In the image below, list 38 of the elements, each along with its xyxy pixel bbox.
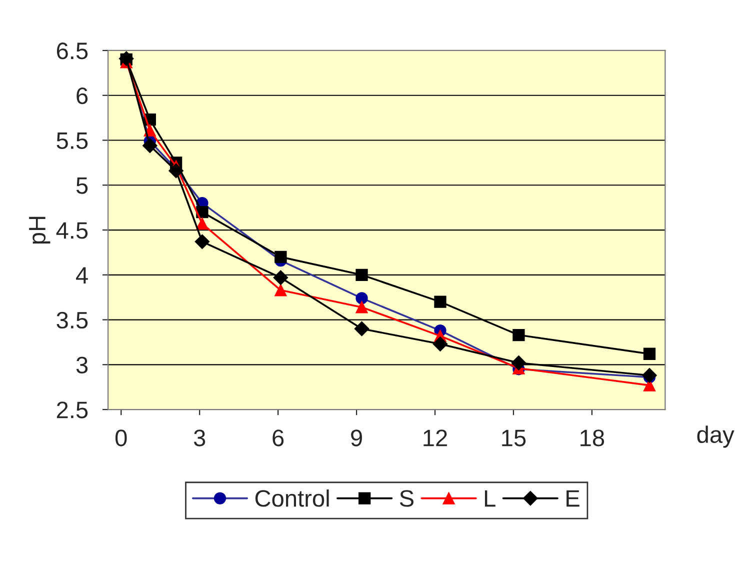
point	[643, 348, 656, 360]
y-tick-label: 4	[76, 267, 88, 284]
point	[642, 368, 657, 383]
x-axis-title: day	[697, 426, 734, 448]
y-tick-label: 5	[76, 177, 88, 194]
legend-label: E	[566, 490, 580, 507]
point	[511, 355, 526, 370]
x-tick-label: 9	[351, 430, 362, 446]
y-tick-label: 3	[76, 356, 88, 374]
y-tick-label: 3.5	[56, 312, 88, 329]
point	[273, 270, 288, 285]
y-tick-label: 6	[76, 87, 88, 104]
point	[356, 301, 368, 314]
legend-label: S	[400, 490, 414, 507]
x-tick-label: 15	[502, 430, 526, 446]
legend-label: L	[484, 490, 496, 507]
x-tick-label: 18	[580, 430, 604, 446]
legend-label: Control	[255, 489, 329, 507]
y-tick-label: 4.5	[56, 222, 88, 239]
point	[356, 268, 368, 281]
point	[194, 234, 210, 250]
x-tick-label: 3	[194, 430, 206, 446]
x-tick-label: 12	[424, 430, 447, 446]
point	[196, 218, 208, 230]
point	[274, 250, 287, 264]
y-axis-title: pH	[29, 216, 50, 244]
point	[168, 163, 184, 178]
point	[512, 328, 525, 342]
point	[432, 336, 448, 352]
point	[354, 321, 370, 336]
point	[142, 138, 158, 154]
y-tick-label: 2.5	[56, 402, 88, 418]
y-tick-label: 6.5	[56, 42, 88, 60]
x-tick-label: 0	[115, 430, 127, 446]
y-tick-label: 5.5	[56, 132, 88, 150]
x-tick-label: 6	[272, 430, 284, 446]
point	[274, 284, 287, 296]
point	[434, 296, 446, 308]
